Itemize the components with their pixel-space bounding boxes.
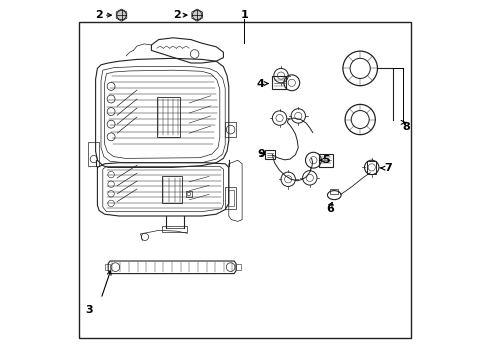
Bar	[368, 161, 376, 174]
Bar	[79, 22, 411, 338]
Text: 8: 8	[402, 122, 410, 132]
Bar	[186, 191, 192, 197]
Text: 2: 2	[96, 10, 103, 20]
Bar	[236, 264, 241, 270]
Bar	[225, 187, 236, 209]
Bar	[162, 176, 182, 203]
Text: 3: 3	[86, 305, 93, 315]
Bar	[88, 142, 99, 166]
Text: 9: 9	[257, 149, 265, 159]
Text: 4: 4	[256, 78, 264, 89]
Circle shape	[193, 10, 202, 20]
Bar	[162, 226, 187, 232]
Bar	[105, 264, 110, 270]
Circle shape	[117, 10, 126, 20]
Text: 6: 6	[327, 204, 335, 214]
Text: 7: 7	[384, 163, 392, 173]
Bar	[157, 97, 180, 137]
Text: 2: 2	[172, 10, 180, 20]
Bar	[272, 76, 286, 89]
Bar	[228, 190, 234, 206]
Bar	[265, 150, 275, 159]
Bar	[319, 154, 333, 167]
Text: 5: 5	[322, 155, 330, 165]
Bar	[225, 122, 236, 137]
Text: 1: 1	[241, 10, 248, 20]
Bar	[330, 189, 338, 194]
